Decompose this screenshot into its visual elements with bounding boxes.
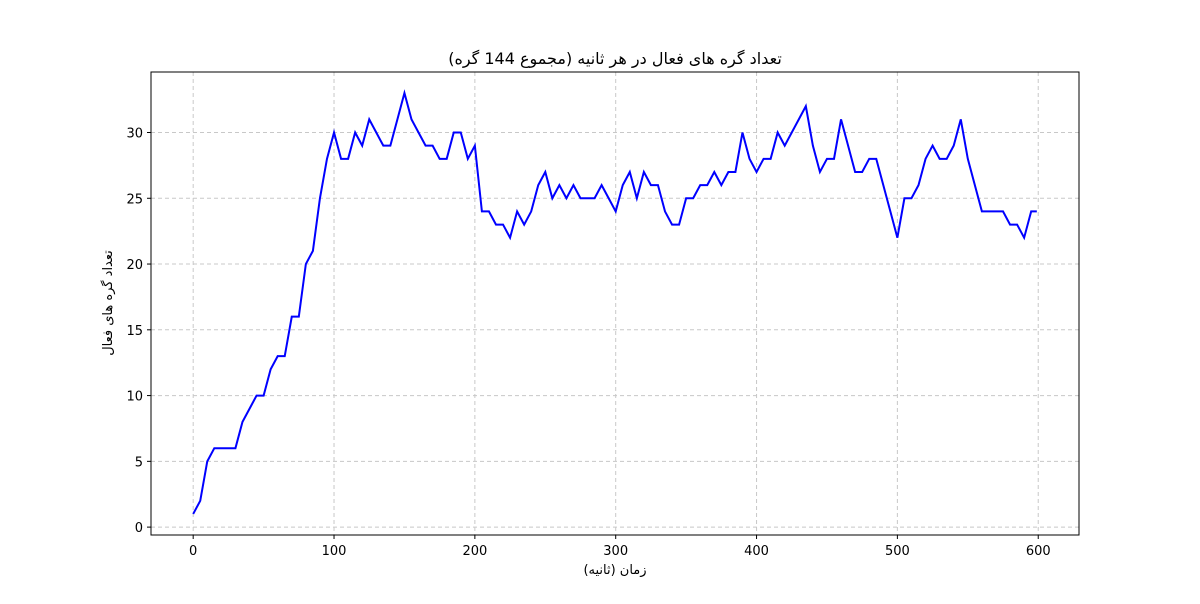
data-line [192, 89, 1037, 515]
x-axis-label: زمان (ثانیه) [583, 563, 646, 578]
x-tick-label: 400 [744, 544, 769, 559]
x-tick-label: 500 [885, 544, 910, 559]
y-tick-label: 20 [126, 258, 143, 273]
y-tick-label: 5 [135, 455, 143, 470]
x-tick-label: 300 [603, 544, 628, 559]
x-tick-label: 100 [322, 544, 347, 559]
y-tick-label: 30 [126, 127, 143, 142]
plot-frame [150, 71, 1080, 536]
y-tick-label: 25 [126, 192, 143, 207]
y-tick-label: 10 [126, 390, 143, 405]
x-tick-label: 200 [462, 544, 487, 559]
y-axis-label: تعداد گره های فعال [100, 250, 116, 356]
x-tick-label: 0 [189, 544, 197, 559]
y-tick-label: 15 [126, 324, 143, 339]
x-tick-label: 600 [1026, 544, 1051, 559]
chart-title: تعداد گره های فعال در هر ثانیه (مجموع 14… [448, 49, 782, 69]
y-tick-label: 0 [135, 521, 143, 536]
